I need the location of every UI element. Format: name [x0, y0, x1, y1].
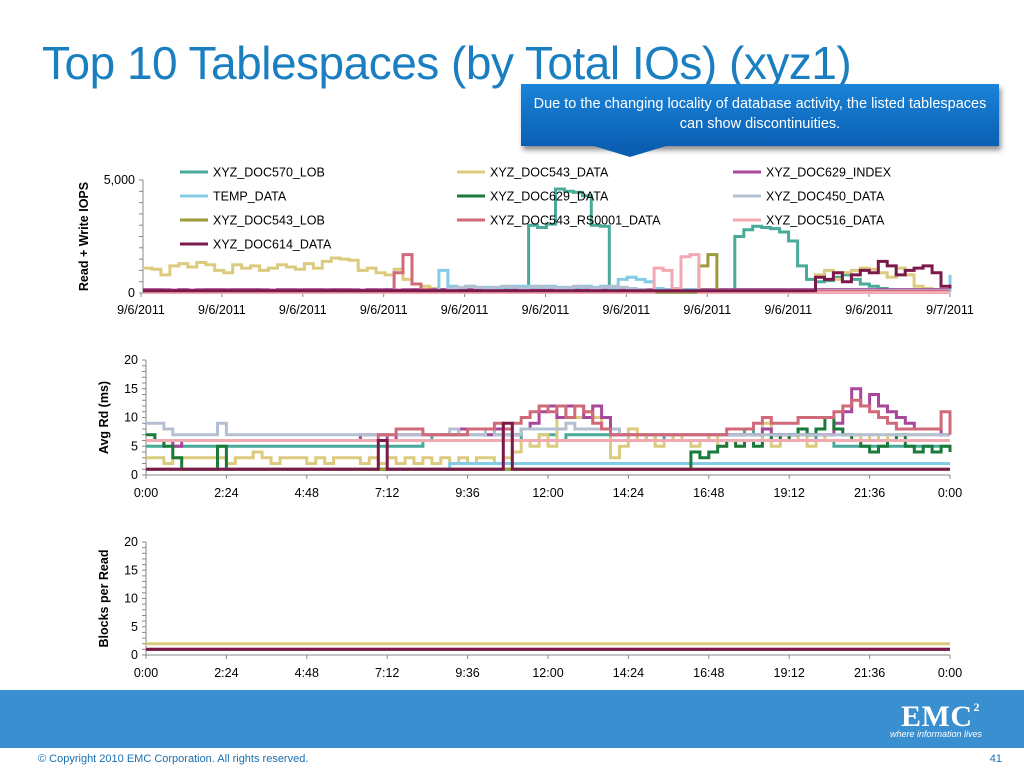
- callout-tail: [594, 146, 666, 157]
- y-tick-label: 5,000: [104, 173, 135, 187]
- series-line: [143, 259, 952, 293]
- x-tick-label: 9/6/2011: [764, 303, 812, 317]
- x-tick-label: 2:24: [214, 666, 238, 680]
- x-tick-label: 19:12: [774, 486, 805, 500]
- x-tick-label: 9/6/2011: [198, 303, 246, 317]
- x-tick-label: 7:12: [375, 666, 399, 680]
- series-line: [146, 421, 950, 437]
- y-tick-label: 5: [131, 439, 138, 453]
- legend-label: XYZ_DOC570_LOB: [213, 166, 325, 180]
- x-tick-label: 12:00: [532, 486, 563, 500]
- legend-label: XYZ_DOC629_DATA: [490, 190, 609, 204]
- x-tick-label: 21:36: [854, 666, 885, 680]
- y-tick-label: 0: [131, 468, 138, 482]
- y-tick-label: 5: [131, 620, 138, 634]
- y-tick-label: 10: [124, 411, 138, 425]
- legend-label: XYZ_DOC543_RS0001_DATA: [490, 214, 661, 228]
- page-number: 41: [989, 753, 1002, 765]
- x-tick-label: 16:48: [693, 486, 724, 500]
- y-axis-label: Read + Write IOPS: [77, 182, 91, 291]
- series-line: [146, 421, 950, 471]
- legend-label: XYZ_DOC450_DATA: [766, 190, 885, 204]
- x-tick-label: 9/6/2011: [279, 303, 327, 317]
- x-tick-label: 21:36: [854, 486, 885, 500]
- x-tick-label: 19:12: [774, 666, 805, 680]
- legend-label: XYZ_DOC516_DATA: [766, 214, 885, 228]
- charts-canvas: 0 5,000 9/6/2011 9/6/2011 9/6/2011 9/6/2011 9/…: [77, 166, 974, 681]
- y-axis-label: Blocks per Read: [97, 550, 111, 648]
- footer-band: [0, 690, 1024, 748]
- x-tick-label: 9/6/2011: [603, 303, 651, 317]
- y-tick-label: 10: [124, 592, 138, 606]
- x-tick-label: 16:48: [693, 666, 724, 680]
- x-tick-label: 9/6/2011: [117, 303, 165, 317]
- callout-box: Due to the changing locality of database…: [521, 84, 999, 146]
- y-tick-label: 15: [124, 563, 138, 577]
- x-tick-label: 9/6/2011: [683, 303, 731, 317]
- y-tick-label: 0: [128, 286, 135, 300]
- x-tick-label: 9/6/2011: [360, 303, 408, 317]
- y-tick-label: 0: [131, 648, 138, 662]
- emc-tagline: where information lives: [889, 729, 982, 739]
- legend-label: XYZ_DOC543_LOB: [213, 214, 325, 228]
- x-tick-label: 2:24: [214, 486, 238, 500]
- y-tick-label: 20: [124, 535, 138, 549]
- y-tick-label: 15: [124, 382, 138, 396]
- series-line: [143, 253, 950, 294]
- x-tick-label: 7:12: [375, 486, 399, 500]
- x-tick-label: 0:00: [938, 666, 962, 680]
- legend-label: XYZ_DOC543_DATA: [490, 166, 609, 180]
- x-tick-label: 9/6/2011: [441, 303, 489, 317]
- emc-logo: EMC2: [901, 700, 980, 734]
- copyright-text: © Copyright 2010 EMC Corporation. All ri…: [38, 753, 309, 765]
- x-tick-label: 9:36: [455, 486, 479, 500]
- x-tick-label: 9/6/2011: [845, 303, 893, 317]
- x-tick-label: 4:48: [295, 666, 319, 680]
- x-tick-label: 0:00: [134, 666, 158, 680]
- callout-text: Due to the changing locality of database…: [533, 96, 987, 132]
- y-tick-label: 20: [124, 353, 138, 367]
- legend-label: XYZ_DOC629_INDEX: [766, 166, 892, 180]
- y-axis-label: Avg Rd (ms): [97, 381, 111, 454]
- x-tick-label: 12:00: [532, 666, 563, 680]
- x-tick-label: 9/7/2011: [926, 303, 974, 317]
- x-tick-label: 0:00: [134, 486, 158, 500]
- x-tick-label: 4:48: [295, 486, 319, 500]
- x-tick-label: 9:36: [455, 666, 479, 680]
- x-tick-label: 9/6/2011: [522, 303, 570, 317]
- x-tick-label: 14:24: [613, 666, 644, 680]
- emc-logo-text: EMC: [901, 700, 973, 733]
- series-line: [146, 410, 950, 465]
- legend-label: TEMP_DATA: [213, 190, 287, 204]
- x-tick-label: 14:24: [613, 486, 644, 500]
- slide-title: Top 10 Tablespaces (by Total IOs) (xyz1): [42, 37, 852, 89]
- legend-label: XYZ_DOC614_DATA: [213, 238, 332, 252]
- emc-logo-superscript: 2: [973, 700, 980, 714]
- x-tick-label: 0:00: [938, 486, 962, 500]
